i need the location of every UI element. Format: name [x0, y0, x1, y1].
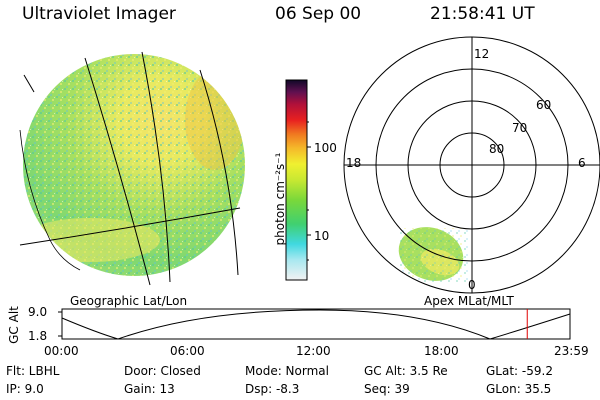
time-label: 21:58:41 UT	[430, 4, 535, 24]
info-glat: GLat: -59.2	[486, 364, 553, 378]
info-seq: Seq: 39	[364, 382, 410, 396]
lat-label-60: 60	[536, 98, 552, 112]
lat-label-80: 80	[489, 142, 505, 156]
mlt-label-18: 18	[346, 156, 362, 170]
instrument-title: Ultraviolet Imager	[22, 4, 176, 24]
info-ip: IP: 9.0	[6, 382, 44, 396]
altitude-xtick-0600: 06:00	[170, 344, 205, 358]
colorbar	[285, 79, 311, 281]
colorbar-tick-100: 100	[314, 141, 337, 155]
altitude-plot	[58, 308, 571, 340]
polar-plot	[343, 36, 600, 294]
date-label: 06 Sep 00	[275, 4, 362, 24]
apex-label: Apex MLat/MLT	[424, 294, 514, 308]
colorbar-tick-10: 10	[314, 229, 330, 243]
altitude-ylabel: GC Alt	[7, 306, 21, 344]
info-glon: GLon: 35.5	[486, 382, 552, 396]
altitude-ytick-low: 1.8	[28, 329, 48, 343]
altitude-xtick-0000: 00:00	[44, 344, 79, 358]
colorbar-unit-label: photon cm⁻²s⁻¹	[273, 152, 287, 246]
altitude-xtick-2359: 23:59	[554, 344, 589, 358]
info-mode: Mode: Normal	[245, 364, 329, 378]
lat-label-70: 70	[512, 121, 528, 135]
altitude-ytick-high: 9.0	[28, 305, 48, 319]
info-gain: Gain: 13	[124, 382, 175, 396]
altitude-xtick-1200: 12:00	[296, 344, 331, 358]
mlt-label-12: 12	[474, 47, 490, 61]
mlt-label-0: 0	[468, 278, 476, 292]
geographic-grid	[19, 51, 241, 286]
info-door: Door: Closed	[124, 364, 201, 378]
info-gc-alt: GC Alt: 3.5 Re	[364, 364, 448, 378]
altitude-xtick-1800: 18:00	[424, 344, 459, 358]
uv-earth-image	[23, 54, 245, 276]
mlt-label-6: 6	[578, 156, 586, 170]
info-dsp: Dsp: -8.3	[245, 382, 300, 396]
geographic-label: Geographic Lat/Lon	[70, 294, 188, 308]
info-filter: Flt: LBHL	[6, 364, 60, 378]
